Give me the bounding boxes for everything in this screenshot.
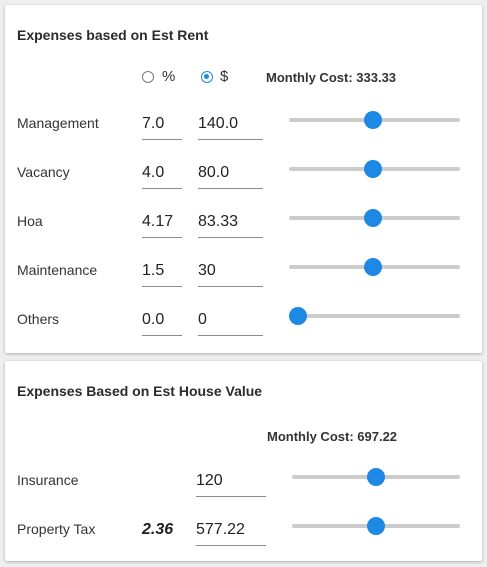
row-label-vacancy: Vacancy — [17, 164, 70, 180]
house-value-expenses-card: Expenses Based on Est House Value Monthl… — [5, 361, 482, 561]
maintenance-slider[interactable] — [289, 257, 460, 277]
maintenance-amount-input[interactable]: 30 — [198, 259, 263, 287]
others-percent-input[interactable]: 0.0 — [142, 308, 182, 336]
hoa-slider[interactable] — [289, 208, 460, 228]
hoa-slider-thumb[interactable] — [363, 209, 382, 227]
management-amount-input[interactable]: 140.0 — [198, 112, 263, 140]
property-tax-percent-value: 2.36 — [142, 521, 174, 538]
rent-expenses-title: Expenses based on Est Rent — [17, 27, 209, 43]
house-value-expenses-title: Expenses Based on Est House Value — [17, 383, 263, 399]
others-amount-input[interactable]: 0 — [198, 308, 263, 336]
row-label-management: Management — [17, 115, 99, 131]
property-tax-slider[interactable] — [292, 516, 460, 536]
row-label-insurance: Insurance — [17, 472, 79, 488]
insurance-slider-thumb[interactable] — [367, 468, 385, 486]
insurance-slider[interactable] — [292, 467, 460, 487]
percent-radio-label: % — [162, 68, 176, 85]
row-label-others: Others — [17, 311, 60, 327]
vacancy-amount-input[interactable]: 80.0 — [198, 161, 263, 189]
row-label-maintenance: Maintenance — [17, 262, 98, 278]
property-tax-slider-thumb[interactable] — [367, 517, 385, 535]
vacancy-slider[interactable] — [289, 159, 460, 179]
row-label-hoa: Hoa — [17, 213, 43, 229]
management-slider[interactable] — [289, 110, 460, 130]
others-slider[interactable] — [289, 306, 460, 326]
property-tax-amount-input[interactable]: 577.22 — [196, 518, 266, 546]
row-label-property-tax: Property Tax — [17, 521, 96, 537]
maintenance-slider-thumb[interactable] — [363, 258, 382, 276]
dollar-radio[interactable] — [201, 71, 213, 83]
house-value-monthly-cost: Monthly Cost: 697.22 — [267, 429, 398, 444]
maintenance-percent-input[interactable]: 1.5 — [142, 259, 182, 287]
management-slider-thumb[interactable] — [363, 111, 382, 129]
hoa-percent-input[interactable]: 4.17 — [142, 210, 182, 238]
hoa-amount-input[interactable]: 83.33 — [198, 210, 263, 238]
insurance-amount-input[interactable]: 120 — [196, 469, 266, 497]
dollar-radio-label: $ — [220, 68, 229, 85]
rent-expenses-card: Expenses based on Est Rent % $ Monthly C… — [5, 5, 482, 353]
rent-monthly-cost: Monthly Cost: 333.33 — [266, 70, 397, 85]
vacancy-slider-thumb[interactable] — [363, 160, 382, 178]
management-percent-input[interactable]: 7.0 — [142, 112, 182, 140]
vacancy-percent-input[interactable]: 4.0 — [142, 161, 182, 189]
percent-radio[interactable] — [142, 71, 154, 83]
others-slider-track — [289, 314, 460, 318]
others-slider-thumb[interactable] — [289, 307, 307, 325]
